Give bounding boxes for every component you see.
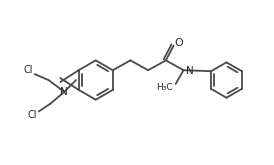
Text: O: O [174,38,183,48]
Text: H₃C: H₃C [156,83,173,92]
Text: Cl: Cl [27,110,36,120]
Text: N: N [60,87,68,97]
Text: N: N [187,66,194,76]
Text: Cl: Cl [23,65,33,75]
